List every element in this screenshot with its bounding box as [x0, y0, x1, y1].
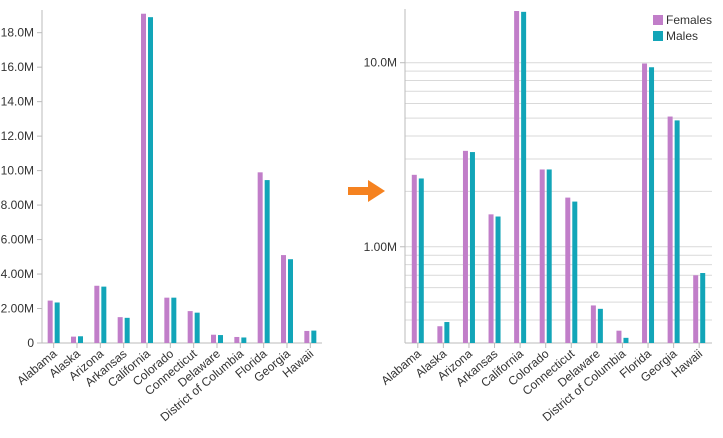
y-tick-label: 12.0M — [1, 129, 34, 143]
y-tick-label: 18.0M — [1, 26, 34, 40]
bar-females-arkansas[interactable] — [488, 214, 494, 343]
y-tick-label: 14.0M — [1, 95, 34, 109]
bar-males-district-of-columbia[interactable] — [623, 337, 629, 343]
bar-males-alabama[interactable] — [54, 302, 60, 343]
y-tick-label: 0 — [27, 336, 34, 350]
bar-females-florida[interactable] — [642, 63, 648, 344]
bar-females-alabama[interactable] — [411, 174, 417, 343]
bar-females-california[interactable] — [514, 11, 520, 343]
bar-females-hawaii[interactable] — [304, 330, 310, 343]
bar-males-georgia[interactable] — [288, 259, 293, 343]
legend-label-males: Males — [666, 29, 698, 43]
bar-males-florida[interactable] — [264, 180, 270, 343]
bar-males-alaska[interactable] — [444, 322, 450, 343]
bar-females-hawaii[interactable] — [693, 275, 699, 343]
bar-females-district-of-columbia[interactable] — [234, 336, 240, 343]
bar-females-alabama[interactable] — [47, 300, 53, 343]
bar-males-delaware[interactable] — [597, 308, 603, 343]
bar-males-florida[interactable] — [649, 67, 655, 344]
bar-females-georgia[interactable] — [281, 255, 286, 343]
bar-males-arizona[interactable] — [469, 152, 475, 343]
bar-females-florida[interactable] — [257, 172, 263, 343]
bar-females-delaware[interactable] — [211, 334, 216, 343]
bar-females-georgia[interactable] — [667, 116, 673, 343]
bar-males-hawaii[interactable] — [700, 273, 706, 343]
y-tick-label: 8.00M — [1, 198, 34, 212]
bar-males-connecticut[interactable] — [194, 312, 200, 343]
legend-swatch-females — [653, 15, 663, 25]
bar-males-colorado[interactable] — [171, 297, 177, 343]
arrow-shaft — [348, 187, 370, 195]
bar-females-arizona[interactable] — [94, 285, 100, 343]
bar-females-colorado[interactable] — [539, 169, 545, 343]
bar-males-delaware[interactable] — [218, 335, 223, 343]
legend[interactable]: Females Males — [653, 13, 712, 43]
bar-males-arizona[interactable] — [101, 286, 107, 343]
linear-scale-chart: 0 2.00M 4.00M 6.00M 8.00M 10.0M 12.0M 14.0M 16.0… — [1, 10, 322, 424]
right-arrow-icon — [348, 180, 385, 202]
bar-males-california[interactable] — [521, 11, 527, 344]
legend-label-females: Females — [666, 13, 712, 27]
y-tick-label: 16.0M — [1, 60, 34, 74]
bar-males-hawaii[interactable] — [311, 330, 317, 343]
bar-males-colorado[interactable] — [546, 169, 552, 343]
bar-males-arkansas[interactable] — [124, 317, 130, 343]
bar-females-connecticut[interactable] — [565, 197, 571, 343]
bar-males-alabama[interactable] — [418, 178, 424, 343]
y-tick-label: 2.00M — [1, 302, 34, 316]
bar-males-georgia[interactable] — [674, 120, 680, 344]
bar-males-district-of-columbia[interactable] — [241, 337, 247, 343]
arrow-head — [368, 180, 385, 202]
bar-females-arkansas[interactable] — [117, 317, 123, 343]
y-tick-label: 4.00M — [1, 267, 34, 281]
y-tick-label: 6.00M — [1, 233, 34, 247]
bar-males-alaska[interactable] — [78, 336, 83, 343]
bar-females-connecticut[interactable] — [187, 311, 193, 343]
bar-females-district-of-columbia[interactable] — [616, 330, 622, 343]
legend-swatch-males — [653, 31, 663, 41]
y-tick-label: 10.0M — [364, 56, 397, 70]
bar-females-alaska[interactable] — [71, 336, 76, 343]
bar-females-alaska[interactable] — [437, 326, 443, 343]
bar-females-colorado[interactable] — [164, 297, 170, 343]
y-tick-label: 1.00M — [364, 240, 397, 254]
bar-females-delaware[interactable] — [590, 305, 596, 343]
log-scale-chart: 1.00M10.0MAlabamaAlaskaArizonaArkansasCa… — [364, 9, 712, 424]
bar-females-arizona[interactable] — [462, 150, 468, 343]
bar-males-california[interactable] — [148, 17, 153, 343]
bar-males-arkansas[interactable] — [495, 216, 501, 343]
bar-males-connecticut[interactable] — [572, 201, 578, 343]
y-tick-label: 10.0M — [1, 164, 34, 178]
bar-females-california[interactable] — [141, 13, 146, 343]
